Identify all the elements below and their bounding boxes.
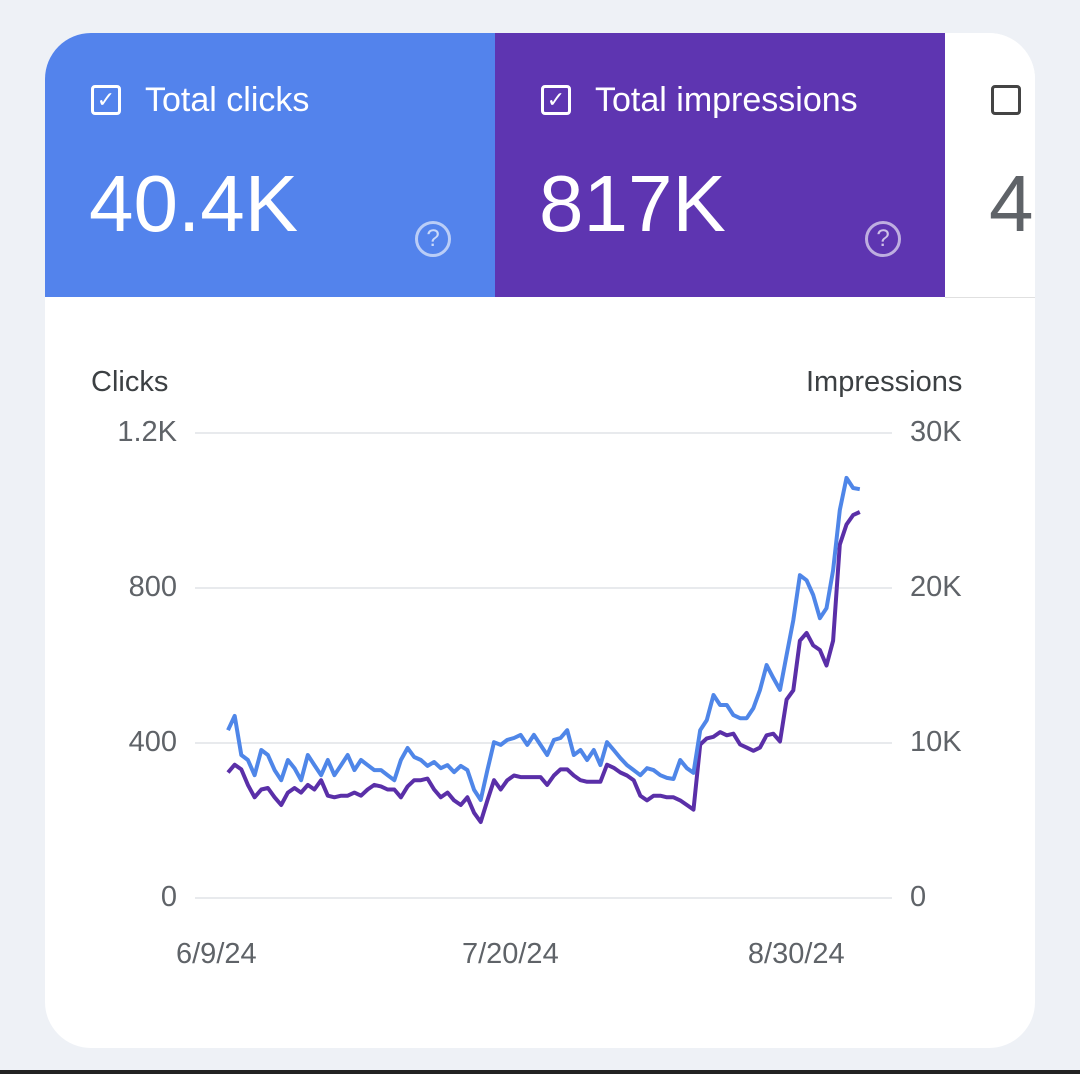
left-axis-title: Clicks [91, 366, 169, 398]
checkbox-unchecked-icon[interactable] [991, 85, 1021, 115]
total-clicks-tile[interactable]: ✓ Total clicks 40.4K ? [45, 33, 495, 297]
tile-value: 817K [539, 159, 726, 248]
left-tick-label: 0 [160, 881, 177, 913]
performance-card: ✓ Total clicks 40.4K ? ✓ Total impressio… [45, 33, 1035, 1048]
left-tick-label: 800 [128, 571, 177, 603]
left-tick-label: 400 [128, 726, 177, 758]
checkbox-checked-icon[interactable]: ✓ [91, 85, 121, 115]
tile-value: 4 [989, 159, 1034, 248]
third-metric-tile[interactable]: 4 [945, 33, 1035, 298]
right-tick-label: 10K [910, 726, 962, 758]
checkbox-checked-icon[interactable]: ✓ [541, 85, 571, 115]
x-tick-label: 8/30/24 [747, 938, 845, 970]
tile-value: 40.4K [89, 159, 299, 248]
left-tick-label: 1.2K [117, 416, 177, 448]
right-tick-label: 0 [910, 881, 927, 913]
right-tick-label: 20K [910, 571, 962, 603]
total-impressions-tile[interactable]: ✓ Total impressions 817K ? [495, 33, 945, 297]
right-axis-title: Impressions [806, 366, 963, 398]
right-tick-label: 30K [910, 416, 962, 448]
tile-label: Total impressions [595, 81, 858, 119]
clicks-line [226, 475, 861, 802]
help-icon[interactable]: ? [415, 221, 451, 257]
impressions-line [226, 510, 861, 824]
help-icon[interactable]: ? [865, 221, 901, 257]
tile-label: Total clicks [145, 81, 310, 119]
x-tick-label: 6/9/24 [176, 938, 257, 970]
divider [0, 1070, 1080, 1074]
x-tick-label: 7/20/24 [461, 938, 559, 970]
